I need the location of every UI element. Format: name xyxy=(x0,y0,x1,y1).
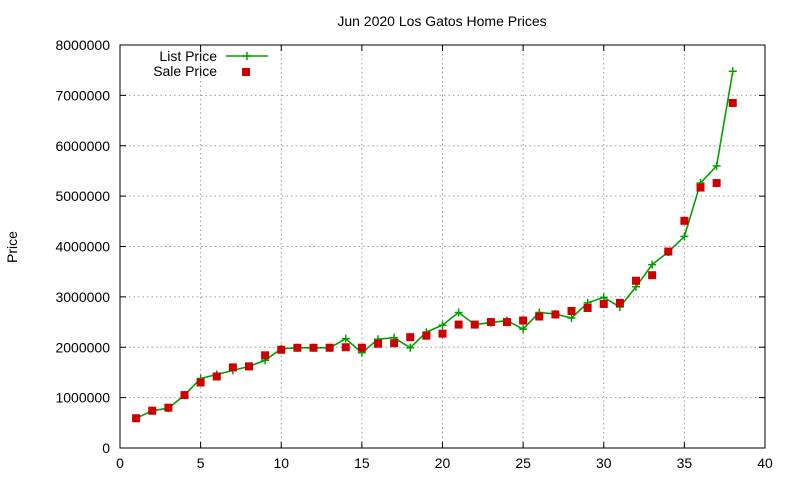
list-price-point xyxy=(712,161,721,170)
list-price-point xyxy=(454,308,463,317)
legend-label-sale-price: Sale Price xyxy=(153,63,217,79)
y-tick-label: 7000000 xyxy=(55,87,110,103)
y-axis-title: Price xyxy=(4,231,20,263)
legend: List Price Sale Price xyxy=(153,48,268,79)
sale-price-point xyxy=(390,339,399,348)
x-tick-label: 30 xyxy=(596,455,612,471)
legend-entry-sale-price: Sale Price xyxy=(153,63,250,79)
sale-price-point xyxy=(293,343,302,352)
y-tick-label: 2000000 xyxy=(55,339,110,355)
y-tick-label: 0 xyxy=(102,440,110,456)
x-tick-label: 5 xyxy=(197,455,205,471)
list-price-point xyxy=(728,67,737,76)
y-tick-label: 1000000 xyxy=(55,390,110,406)
sale-price-point xyxy=(277,345,286,354)
sale-price-point xyxy=(341,343,350,352)
legend-label-list-price: List Price xyxy=(159,48,217,64)
list-price-point xyxy=(438,321,447,330)
sale-price-point xyxy=(696,183,705,192)
list-price-point xyxy=(567,314,576,323)
sale-price-point xyxy=(583,303,592,312)
sale-price-point xyxy=(325,343,334,352)
sale-price-point xyxy=(519,316,528,325)
sale-price-point xyxy=(422,331,431,340)
y-tick-label: 5000000 xyxy=(55,188,110,204)
sale-price-point xyxy=(648,271,657,280)
sale-price-point xyxy=(680,216,689,225)
legend-marker-list-price xyxy=(243,52,251,60)
sale-price-point xyxy=(567,306,576,315)
grid xyxy=(120,45,765,448)
list-price-point xyxy=(406,343,415,352)
sale-price-point xyxy=(406,333,415,342)
x-axis: 0 5 10 15 20 25 30 35 40 xyxy=(116,45,773,471)
sale-price-point xyxy=(357,343,366,352)
sale-price-point xyxy=(535,312,544,321)
sale-price-point xyxy=(309,343,318,352)
sale-price-point xyxy=(632,276,640,285)
y-tick-label: 3000000 xyxy=(55,289,110,305)
chart-title: Jun 2020 Los Gatos Home Prices xyxy=(337,13,546,29)
sale-price-point xyxy=(664,247,673,256)
sale-price-point xyxy=(712,179,721,188)
sale-price-point xyxy=(551,310,560,319)
x-tick-label: 0 xyxy=(116,455,124,471)
sale-price-point xyxy=(599,299,608,308)
y-tick-label: 8000000 xyxy=(55,37,110,53)
sale-price-point xyxy=(196,378,205,387)
sale-price-point xyxy=(615,298,624,307)
list-price-point xyxy=(341,334,350,343)
sale-price-point xyxy=(180,391,189,400)
legend-entry-list-price: List Price xyxy=(159,48,268,64)
sale-price-point xyxy=(454,320,463,329)
series xyxy=(132,67,737,423)
sale-price-point xyxy=(438,329,447,338)
list-price-point xyxy=(519,325,528,334)
x-tick-label: 40 xyxy=(757,455,773,471)
sale-price-point xyxy=(261,351,270,360)
sale-price-point xyxy=(212,372,221,381)
sale-price-point xyxy=(132,414,141,423)
y-axis: 0 1000000 2000000 3000000 4000000 5000000 6000… xyxy=(55,37,765,456)
series-line-list-price xyxy=(135,71,734,420)
list-price-point xyxy=(648,260,657,269)
sale-price-point xyxy=(164,403,173,412)
sale-price-point xyxy=(470,320,479,329)
x-tick-label: 35 xyxy=(677,455,693,471)
x-tick-label: 20 xyxy=(435,455,451,471)
x-tick-label: 10 xyxy=(273,455,289,471)
sale-price-point xyxy=(148,406,157,415)
y-tick-label: 4000000 xyxy=(55,239,110,255)
sale-price-point xyxy=(245,362,253,371)
y-tick-label: 6000000 xyxy=(55,138,110,154)
sale-price-point xyxy=(228,363,237,372)
legend-marker-sale-price xyxy=(242,68,250,76)
sale-price-point xyxy=(728,98,737,107)
sale-price-point xyxy=(486,318,495,327)
x-tick-label: 15 xyxy=(354,455,370,471)
sale-price-point xyxy=(503,318,511,327)
list-price-point xyxy=(680,232,689,241)
sale-price-point xyxy=(374,339,382,348)
x-tick-label: 25 xyxy=(515,455,531,471)
